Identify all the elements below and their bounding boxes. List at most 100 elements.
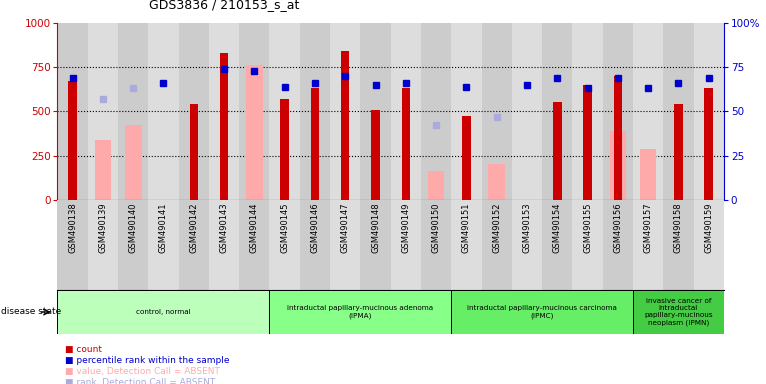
Bar: [209, 200, 239, 290]
Text: GSM490149: GSM490149: [401, 202, 411, 253]
Bar: [270, 200, 300, 290]
Bar: [462, 116, 470, 200]
Bar: [663, 23, 693, 200]
Text: GSM490142: GSM490142: [189, 202, 198, 253]
Text: GSM490157: GSM490157: [643, 202, 653, 253]
Bar: [300, 23, 330, 200]
Bar: [178, 23, 209, 200]
Text: GSM490154: GSM490154: [553, 202, 561, 253]
Bar: [270, 23, 300, 200]
Text: GSM490159: GSM490159: [704, 202, 713, 253]
Bar: [246, 65, 263, 200]
Bar: [705, 88, 713, 200]
Bar: [603, 23, 633, 200]
Text: GSM490152: GSM490152: [493, 202, 501, 253]
Text: GSM490150: GSM490150: [431, 202, 440, 253]
Bar: [482, 23, 512, 200]
Text: disease state: disease state: [1, 308, 61, 316]
Bar: [88, 23, 118, 200]
Bar: [118, 23, 149, 200]
Bar: [311, 88, 319, 200]
Bar: [610, 131, 626, 200]
Bar: [451, 23, 482, 200]
Bar: [360, 23, 391, 200]
Bar: [663, 200, 693, 290]
Text: GSM490140: GSM490140: [129, 202, 138, 253]
Bar: [189, 104, 198, 200]
Text: ■ rank, Detection Call = ABSENT: ■ rank, Detection Call = ABSENT: [65, 377, 215, 384]
Bar: [280, 99, 289, 200]
FancyBboxPatch shape: [451, 290, 633, 334]
Bar: [125, 126, 142, 200]
Text: GSM490146: GSM490146: [310, 202, 319, 253]
Text: GSM490155: GSM490155: [583, 202, 592, 253]
Bar: [572, 200, 603, 290]
Bar: [360, 200, 391, 290]
Text: GSM490138: GSM490138: [68, 202, 77, 253]
Bar: [57, 23, 88, 200]
Text: GSM490145: GSM490145: [280, 202, 289, 253]
Bar: [220, 53, 228, 200]
Bar: [542, 23, 572, 200]
Bar: [300, 200, 330, 290]
Text: GSM490151: GSM490151: [462, 202, 471, 253]
Bar: [693, 200, 724, 290]
Bar: [512, 23, 542, 200]
Text: invasive cancer of
intraductal
papillary-mucinous
neoplasm (IPMN): invasive cancer of intraductal papillary…: [644, 298, 712, 326]
Bar: [149, 23, 178, 200]
Bar: [421, 200, 451, 290]
Text: ■ value, Detection Call = ABSENT: ■ value, Detection Call = ABSENT: [65, 367, 220, 376]
Bar: [391, 23, 421, 200]
Bar: [391, 200, 421, 290]
Bar: [584, 85, 592, 200]
Text: GSM490156: GSM490156: [614, 202, 622, 253]
Bar: [330, 23, 360, 200]
Bar: [674, 104, 683, 200]
Bar: [693, 23, 724, 200]
Text: GSM490144: GSM490144: [250, 202, 259, 253]
Bar: [118, 200, 149, 290]
Text: GSM490141: GSM490141: [159, 202, 168, 253]
Bar: [372, 109, 380, 200]
FancyBboxPatch shape: [633, 290, 724, 334]
Text: intraductal papillary-mucinous carcinoma
(IPMC): intraductal papillary-mucinous carcinoma…: [467, 305, 617, 319]
Text: GSM490158: GSM490158: [674, 202, 683, 253]
Bar: [482, 200, 512, 290]
Text: GSM490153: GSM490153: [522, 202, 532, 253]
Bar: [330, 200, 360, 290]
Bar: [57, 200, 88, 290]
Bar: [489, 164, 505, 200]
Text: control, normal: control, normal: [136, 309, 191, 315]
Bar: [614, 76, 622, 200]
Bar: [553, 102, 561, 200]
Text: GSM490143: GSM490143: [220, 202, 228, 253]
FancyBboxPatch shape: [270, 290, 451, 334]
FancyBboxPatch shape: [57, 290, 270, 334]
Bar: [572, 23, 603, 200]
Bar: [451, 200, 482, 290]
Bar: [603, 200, 633, 290]
Text: ■ count: ■ count: [65, 345, 102, 354]
Bar: [149, 200, 178, 290]
Bar: [94, 140, 111, 200]
Text: GSM490139: GSM490139: [98, 202, 107, 253]
Bar: [178, 200, 209, 290]
Text: GSM490148: GSM490148: [371, 202, 380, 253]
Bar: [68, 81, 77, 200]
Bar: [427, 171, 444, 200]
Bar: [88, 200, 118, 290]
Bar: [401, 88, 410, 200]
Bar: [542, 200, 572, 290]
Bar: [209, 23, 239, 200]
Text: GSM490147: GSM490147: [341, 202, 350, 253]
Bar: [633, 23, 663, 200]
Bar: [633, 200, 663, 290]
Text: ■ percentile rank within the sample: ■ percentile rank within the sample: [65, 356, 230, 365]
Text: intraductal papillary-mucinous adenoma
(IPMA): intraductal papillary-mucinous adenoma (…: [287, 305, 434, 319]
Bar: [239, 23, 270, 200]
Bar: [421, 23, 451, 200]
Bar: [341, 51, 349, 200]
Bar: [640, 149, 656, 200]
Text: GDS3836 / 210153_s_at: GDS3836 / 210153_s_at: [149, 0, 300, 12]
Bar: [239, 200, 270, 290]
